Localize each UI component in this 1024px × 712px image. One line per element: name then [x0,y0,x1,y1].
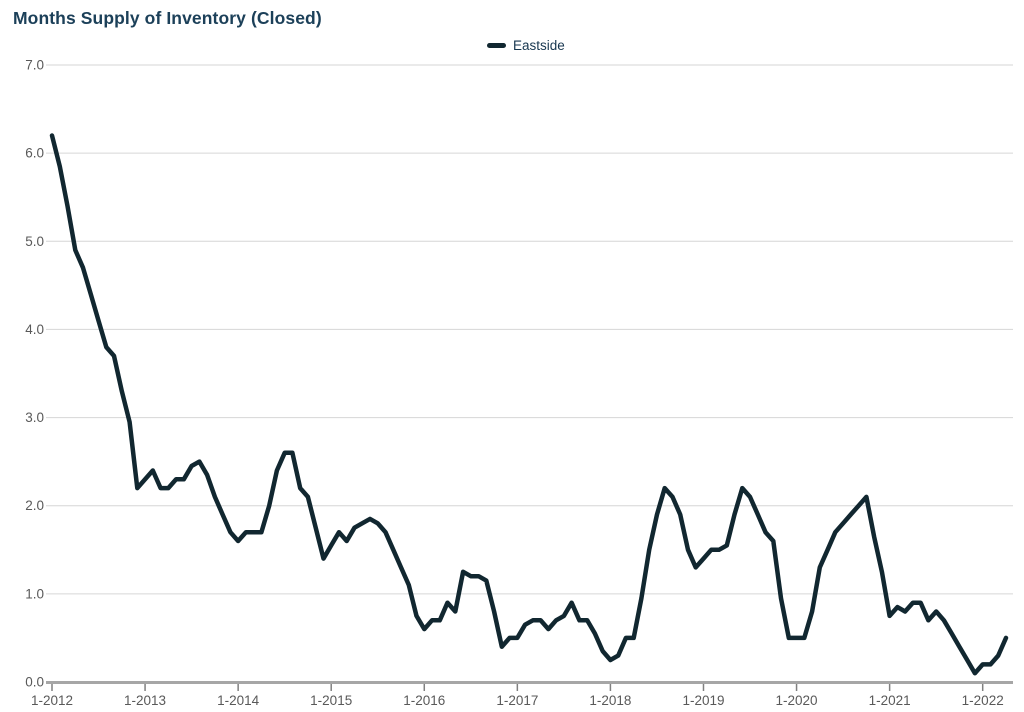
x-tick-label-1-2014: 1-2014 [217,693,260,708]
series-line-eastside [49,133,1009,676]
x-tick-label-1-2015: 1-2015 [310,693,352,708]
x-tick-label-1-2020: 1-2020 [776,693,818,708]
y-tick-label-0.0: 0.0 [25,675,44,690]
x-tick-label-1-2019: 1-2019 [682,693,724,708]
x-tick-label-1-2012: 1-2012 [31,693,73,708]
x-tick-label-1-2022: 1-2022 [962,693,1004,708]
y-tick-label-4.0: 4.0 [25,322,44,337]
x-tick-label-1-2017: 1-2017 [496,693,538,708]
y-tick-label-3.0: 3.0 [25,410,44,425]
x-tick-label-1-2021: 1-2021 [869,693,911,708]
y-tick-label-2.0: 2.0 [25,498,44,513]
x-tick-label-1-2016: 1-2016 [403,693,445,708]
x-tick-label-1-2013: 1-2013 [124,693,166,708]
x-tick-label-1-2018: 1-2018 [589,693,631,708]
y-tick-label-7.0: 7.0 [25,57,44,72]
chart-title: Months Supply of Inventory (Closed) [13,8,322,28]
legend-line-swatch-icon [487,43,506,48]
legend-series-label: Eastside [513,38,565,53]
y-tick-label-6.0: 6.0 [25,146,44,161]
y-tick-label-1.0: 1.0 [25,586,44,601]
y-tick-label-5.0: 5.0 [25,234,44,249]
legend: Eastside [487,38,565,53]
